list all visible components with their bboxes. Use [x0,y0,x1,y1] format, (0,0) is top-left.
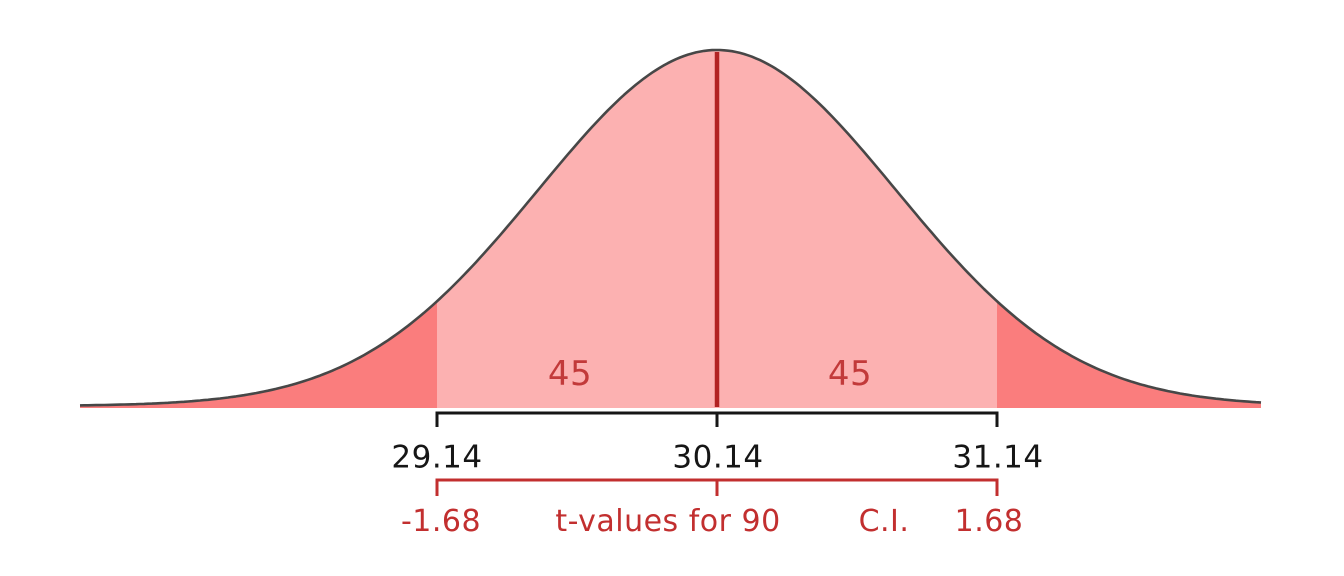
x-tick-label-mean: 30.14 [672,439,764,476]
area-label-right: 45 [827,354,873,394]
t-tick-label-lower: -1.68 [400,504,482,539]
t-axis-bracket [435,478,999,496]
t-axis-caption-suffix: C.I. [858,504,910,539]
t-axis-caption: t-values for 90 [555,504,781,539]
t-tick-label-upper: 1.68 [954,504,1024,539]
x-axis-bracket [435,411,999,427]
area-label-left: 45 [547,354,593,394]
curve-outline [79,48,1262,407]
x-tick-label-lower: 29.14 [391,439,483,476]
x-tick-label-upper: 31.14 [952,439,1044,476]
